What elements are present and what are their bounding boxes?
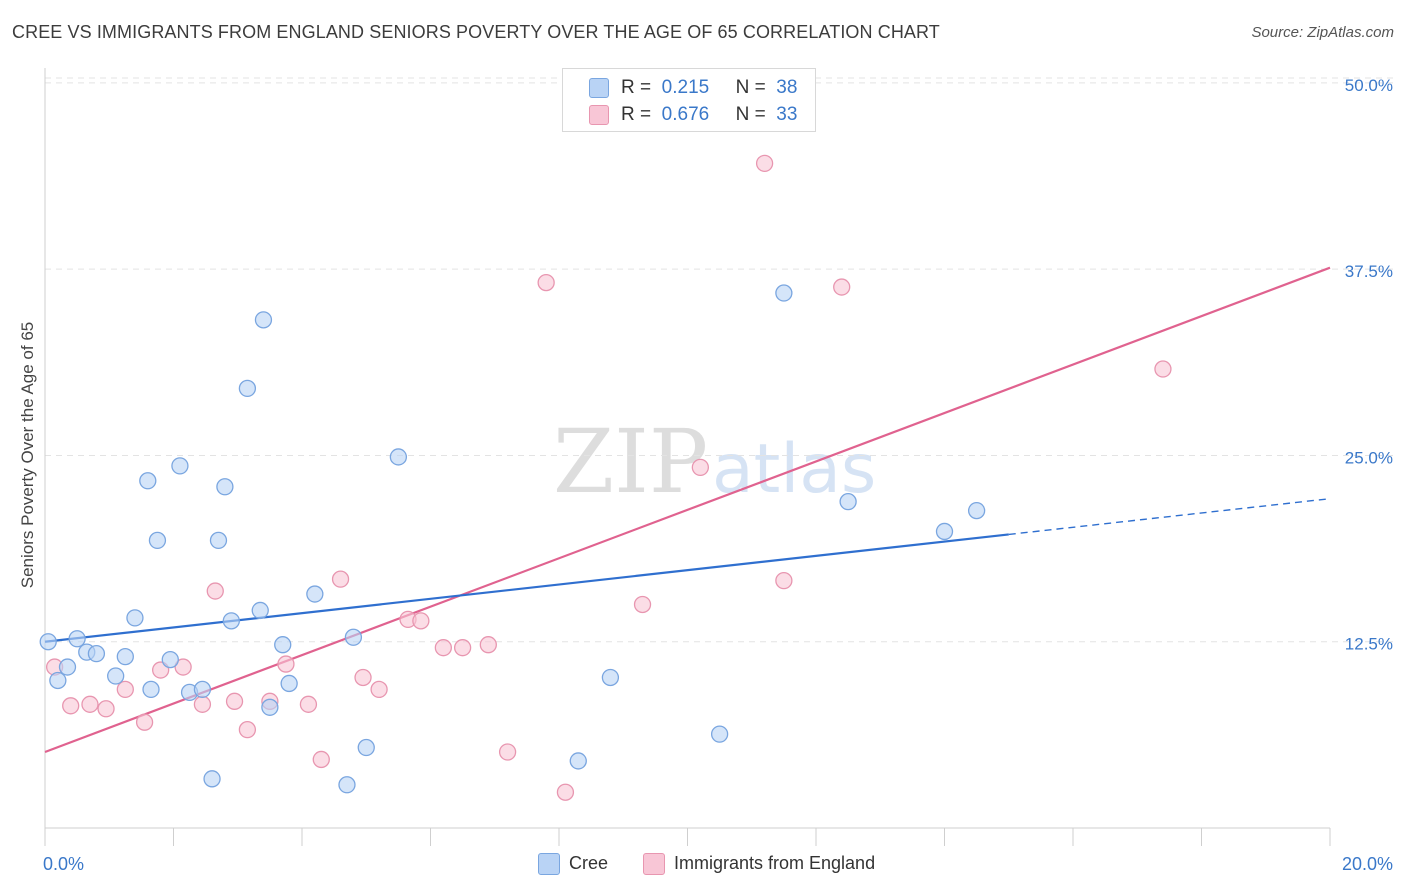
- source-label: Source: ZipAtlas.com: [1251, 24, 1394, 41]
- cree-point: [710, 725, 729, 743]
- watermark-zip: ZIP: [553, 410, 708, 513]
- england-point: [81, 695, 99, 713]
- england-point: [755, 154, 774, 173]
- legend-label-england: Immigrants from England: [674, 853, 876, 873]
- n-label: N =: [735, 104, 766, 125]
- stats-legend: R = 0.215 N = 38 R = 0.676 N = 33: [562, 68, 816, 132]
- cree-point: [203, 770, 221, 788]
- cree-point: [254, 311, 273, 329]
- cree-point: [261, 698, 279, 716]
- cree-point: [39, 633, 57, 651]
- england-point: [479, 636, 497, 654]
- r-value: 0.215: [661, 77, 710, 98]
- cree-trend-extension: [1008, 497, 1331, 536]
- cree-point: [107, 667, 125, 685]
- england-point: [193, 695, 212, 713]
- cree-point: [280, 674, 298, 693]
- n-value: 33: [776, 104, 798, 125]
- y-tick-label: 50.0%: [1345, 76, 1393, 95]
- england-point: [62, 697, 80, 715]
- legend-label-cree: Cree: [569, 853, 609, 873]
- cree-point: [126, 609, 144, 627]
- cree-point: [116, 647, 134, 666]
- england-trend-line: [44, 266, 1331, 754]
- england-point: [97, 700, 115, 718]
- england-point: [537, 273, 555, 292]
- cree-point: [357, 738, 375, 757]
- r-label: R =: [621, 104, 652, 125]
- cree-swatch: [589, 78, 609, 98]
- england-point: [633, 595, 652, 614]
- england-point: [225, 692, 244, 710]
- cree-point: [389, 448, 408, 466]
- cree-point: [601, 668, 620, 687]
- x-tick-label: 20.0%: [1342, 854, 1393, 874]
- r-label: R =: [621, 77, 652, 98]
- cree-point: [238, 379, 257, 398]
- cree-point: [49, 671, 67, 690]
- cree-trend-line: [44, 533, 1009, 643]
- cree-point: [338, 776, 356, 794]
- cree-point: [306, 585, 324, 603]
- cree-point: [222, 612, 240, 630]
- cree-point: [274, 636, 292, 654]
- england-point: [238, 720, 257, 739]
- england-point: [116, 680, 134, 699]
- cree-point: [216, 478, 234, 496]
- r-value: 0.676: [661, 104, 710, 125]
- chart-title: CREE VS IMMIGRANTS FROM ENGLAND SENIORS …: [12, 22, 940, 42]
- england-point: [299, 695, 318, 713]
- cree-point: [569, 752, 587, 770]
- cree-swatch: [538, 853, 560, 875]
- cree-point: [775, 284, 793, 302]
- n-value: 38: [776, 77, 798, 98]
- england-point: [206, 582, 224, 600]
- england-point: [775, 571, 793, 590]
- england-swatch: [589, 105, 609, 125]
- england-point: [135, 713, 154, 731]
- y-tick-label: 37.5%: [1345, 262, 1393, 281]
- england-point: [331, 570, 350, 588]
- cree-point: [935, 522, 954, 541]
- england-point: [312, 750, 330, 769]
- cree-point: [251, 601, 269, 620]
- england-point: [370, 680, 388, 699]
- england-point: [1154, 360, 1172, 378]
- england-point: [691, 458, 709, 477]
- cree-point: [139, 472, 157, 490]
- y-axis-label: Seniors Poverty Over the Age of 65: [18, 321, 37, 589]
- england-point: [556, 783, 575, 801]
- england-point: [174, 658, 192, 676]
- cree-point: [193, 680, 212, 699]
- england-point: [412, 612, 430, 630]
- cree-point: [209, 531, 228, 550]
- watermark: ZIP atlas: [553, 410, 876, 513]
- cree-point: [161, 650, 179, 669]
- england-point: [498, 743, 517, 761]
- cree-point: [148, 531, 167, 550]
- england-point: [833, 278, 851, 296]
- cree-point: [68, 630, 86, 648]
- england-point: [354, 668, 372, 687]
- y-tick-label: 25.0%: [1345, 448, 1393, 467]
- y-tick-label: 12.5%: [1345, 635, 1393, 654]
- cree-point: [142, 680, 160, 699]
- england-point: [434, 639, 453, 657]
- series-legend: Cree Immigrants from England: [0, 852, 1406, 878]
- cree-point: [171, 457, 189, 475]
- england-swatch: [643, 853, 665, 875]
- cree-point: [967, 501, 986, 520]
- x-tick-label: 0.0%: [43, 854, 84, 874]
- n-label: N =: [735, 77, 766, 98]
- cree-point: [839, 492, 857, 511]
- cree-point: [87, 644, 106, 663]
- cree-point: [58, 658, 77, 676]
- england-point: [277, 655, 295, 673]
- cree-point: [344, 628, 363, 646]
- england-point: [453, 639, 472, 657]
